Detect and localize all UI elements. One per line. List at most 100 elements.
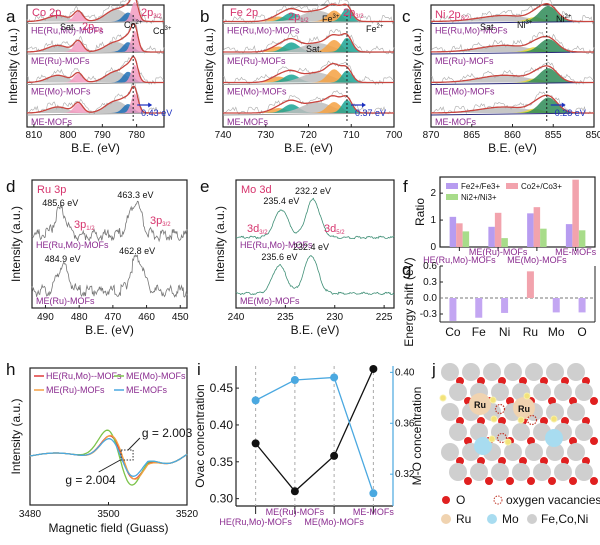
x-axis-label: B.E. (eV) <box>488 141 537 155</box>
fit-component <box>27 30 164 52</box>
fit-component <box>27 93 164 113</box>
metal-atom <box>575 463 593 481</box>
epr-line <box>29 438 188 477</box>
panel-label-j: j <box>431 360 436 379</box>
sample-label: ME(Mo)-MOFs <box>227 87 287 97</box>
bar-Fe2Fe3-2 <box>527 213 534 247</box>
bar-Co2Co3-2 <box>533 207 541 247</box>
bar-Ni2Ni3-3 <box>578 230 586 247</box>
metal-atom <box>575 423 593 441</box>
panel-label-g: g <box>402 260 411 279</box>
sample-label: ME(Mo)-MOFs <box>31 87 91 97</box>
peak-label-ni2: Ni2+ <box>556 14 572 24</box>
metal-atom <box>504 363 522 381</box>
peak-value-label: 232.2 eV <box>295 186 331 196</box>
data-point <box>369 489 378 498</box>
metal-atom <box>512 463 530 481</box>
x-axis-label: B.E. (eV) <box>85 323 134 337</box>
legend-label: Fe2+/Fe3+ <box>461 182 500 191</box>
x-tick-label: 490 <box>37 312 54 323</box>
x-tick-label: ME(Mo)-MOFs <box>304 517 364 527</box>
x-tick-label: Fe <box>472 325 486 339</box>
fit-line <box>27 22 164 53</box>
legend-swatch-metal <box>527 514 537 524</box>
x-tick-label: 450 <box>172 312 189 323</box>
legend-label: ME(Mo)-MOFs <box>126 371 186 381</box>
shift-arrowhead <box>561 102 566 108</box>
oxygen-atom <box>464 437 472 445</box>
sample-label: ME-MOFs <box>227 117 268 127</box>
panel-h: 3480 3500 3520 Magnetic field (Guass) Intens… <box>9 367 199 535</box>
peak-label-3d32: 3d3/2 <box>247 223 268 236</box>
peak-label-ni3: Ni3+ <box>517 20 533 30</box>
legend-swatch-o <box>442 496 450 504</box>
data-point <box>369 364 378 373</box>
data-point <box>290 487 299 496</box>
metal-atom <box>449 383 467 401</box>
metal-atom <box>567 363 585 381</box>
x-tick-label: ME-MOFs <box>353 507 394 517</box>
shift-value: 0.37 eV <box>355 108 386 118</box>
x-tick-label: Ni <box>499 325 510 339</box>
fit-component <box>431 6 594 22</box>
x-tick-label: ME(Ru)-MOFs <box>266 507 325 517</box>
raw-data-line <box>430 0 595 25</box>
panel-e: 240 235 230 225 B.E. (eV) Intensity (a.u.) Mo … <box>213 179 395 337</box>
metal-atom <box>441 363 459 381</box>
x-tick-label: 780 <box>128 130 145 141</box>
oxygen-vacancy <box>494 403 506 415</box>
legend-label: Co2+/Co3+ <box>521 182 562 191</box>
spectrum-line <box>31 200 188 243</box>
spectrum-1: ME(Ru)-MOFs <box>222 29 395 66</box>
y-tick-label: 0.40 <box>210 418 234 432</box>
peak-label-2p32: 2p3/2 <box>141 7 162 20</box>
sample-label: ME(Mo)-MOFs <box>240 296 300 306</box>
bar-Fe2Fe3-1 <box>488 226 495 247</box>
panel-label-h: h <box>6 360 15 379</box>
peak-value-label: 462.8 eV <box>119 246 155 256</box>
metal-atom <box>525 443 543 461</box>
fit-line <box>27 85 164 114</box>
legend-swatch-ru <box>441 514 451 524</box>
oxygen-vacancy <box>496 432 508 444</box>
x-tick-label: 855 <box>545 130 562 141</box>
metal-atom <box>567 403 585 421</box>
spectrum-2: ME(Mo)-MOFs <box>26 55 165 97</box>
fit-component <box>27 75 164 83</box>
x-tick-label: 3520 <box>176 509 199 520</box>
legend-swatch <box>446 194 458 200</box>
metal-atom <box>575 383 593 401</box>
data-point <box>330 451 339 460</box>
sample-label: ME(Ru)-MOFs <box>227 56 286 66</box>
spectrum-line <box>31 254 188 298</box>
panel-label-f: f <box>403 177 408 196</box>
plot-frame <box>26 4 165 128</box>
sample-label: ME(Mo)-MOFs <box>435 87 495 97</box>
spectrum-3: ME-MOFs <box>26 79 165 127</box>
electron <box>523 392 531 400</box>
data-point <box>251 439 260 448</box>
metal-atom <box>470 463 488 481</box>
spectrum-2: ME(Mo)-MOFs <box>222 60 395 97</box>
panel-label-e: e <box>200 177 209 196</box>
peak-label-fe2: Fe2+ <box>366 24 384 34</box>
panel-label-i: i <box>197 360 201 379</box>
electron <box>504 438 512 446</box>
peak-label-fe3: Fe3+ <box>322 14 340 24</box>
y-axis-label: Intensity (a.u.) <box>9 206 23 282</box>
x-tick-label: Mo <box>548 325 565 339</box>
peak-label-co3: Co3+ <box>153 26 172 36</box>
fit-component <box>431 39 594 52</box>
fit-line <box>27 55 164 84</box>
oxygen-atom <box>464 477 472 485</box>
x-axis-label: B.E. (eV) <box>291 323 340 337</box>
oxygen-atom <box>569 437 577 445</box>
x-tick-label: 470 <box>105 312 122 323</box>
electron <box>550 415 558 423</box>
y-axis-label: Energy shift (eV) <box>402 257 416 346</box>
metal-atom <box>449 423 467 441</box>
baseline <box>26 82 165 85</box>
fit-component <box>27 64 164 83</box>
y-tick-label: 0 <box>430 242 436 253</box>
x-tick-label: 790 <box>94 130 111 141</box>
